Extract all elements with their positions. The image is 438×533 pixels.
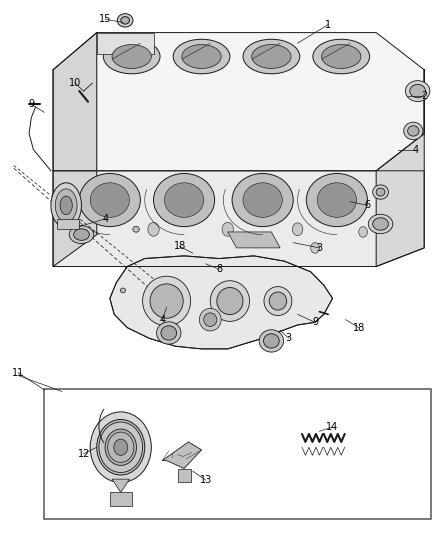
Ellipse shape — [404, 122, 423, 140]
Ellipse shape — [217, 287, 243, 314]
Ellipse shape — [317, 183, 357, 217]
Ellipse shape — [199, 309, 221, 331]
Ellipse shape — [150, 284, 183, 318]
Polygon shape — [228, 232, 280, 248]
Ellipse shape — [313, 39, 370, 74]
Text: 2: 2 — [421, 91, 427, 101]
Text: 10: 10 — [69, 78, 81, 88]
Ellipse shape — [243, 183, 283, 217]
Text: 13: 13 — [200, 475, 212, 485]
Ellipse shape — [153, 173, 215, 227]
Polygon shape — [53, 33, 97, 266]
Ellipse shape — [69, 225, 94, 244]
Text: 3: 3 — [286, 333, 292, 343]
Ellipse shape — [108, 432, 134, 463]
Ellipse shape — [114, 439, 128, 455]
Text: 9: 9 — [28, 99, 34, 109]
Ellipse shape — [232, 173, 293, 227]
Text: 18: 18 — [353, 322, 365, 333]
Ellipse shape — [121, 17, 130, 24]
Text: 14: 14 — [326, 422, 339, 432]
Ellipse shape — [376, 188, 385, 196]
Text: 12: 12 — [78, 449, 90, 458]
Circle shape — [292, 223, 303, 236]
Ellipse shape — [321, 45, 361, 68]
Ellipse shape — [173, 39, 230, 74]
Circle shape — [222, 222, 233, 236]
Ellipse shape — [117, 14, 133, 27]
Ellipse shape — [55, 189, 77, 222]
Ellipse shape — [90, 412, 151, 482]
Ellipse shape — [408, 126, 419, 136]
Ellipse shape — [105, 429, 137, 465]
Ellipse shape — [51, 183, 81, 228]
Ellipse shape — [143, 276, 191, 326]
Polygon shape — [112, 479, 130, 492]
Ellipse shape — [60, 196, 72, 215]
Ellipse shape — [373, 218, 389, 230]
Text: 4: 4 — [102, 214, 109, 224]
Ellipse shape — [269, 292, 287, 310]
Ellipse shape — [306, 173, 367, 227]
Ellipse shape — [373, 185, 389, 199]
Ellipse shape — [264, 334, 279, 348]
Bar — [44, 389, 431, 519]
Polygon shape — [177, 469, 191, 482]
Polygon shape — [110, 492, 132, 506]
Text: 8: 8 — [216, 264, 222, 274]
Polygon shape — [57, 219, 79, 229]
Text: 4: 4 — [159, 314, 165, 325]
Polygon shape — [110, 256, 332, 349]
Polygon shape — [162, 442, 201, 469]
Ellipse shape — [90, 183, 130, 217]
Ellipse shape — [204, 313, 217, 326]
Circle shape — [148, 222, 159, 236]
Polygon shape — [97, 33, 153, 54]
Text: 3: 3 — [316, 243, 322, 253]
Ellipse shape — [164, 183, 204, 217]
Polygon shape — [53, 171, 424, 266]
Ellipse shape — [74, 229, 89, 240]
Circle shape — [311, 243, 319, 253]
Text: 9: 9 — [312, 317, 318, 327]
Polygon shape — [53, 33, 424, 171]
Ellipse shape — [182, 45, 221, 68]
Text: 11: 11 — [12, 368, 24, 378]
Ellipse shape — [97, 419, 145, 475]
Ellipse shape — [252, 45, 291, 68]
Ellipse shape — [79, 173, 141, 227]
Text: 4: 4 — [413, 144, 419, 155]
Ellipse shape — [368, 214, 393, 233]
Ellipse shape — [406, 80, 430, 101]
Text: 1: 1 — [325, 20, 331, 30]
Polygon shape — [376, 70, 424, 266]
Ellipse shape — [99, 422, 143, 472]
Ellipse shape — [156, 322, 181, 344]
Ellipse shape — [120, 288, 126, 293]
Text: 18: 18 — [173, 241, 186, 251]
Text: 15: 15 — [99, 14, 112, 25]
Text: 6: 6 — [364, 200, 371, 211]
Ellipse shape — [112, 45, 151, 68]
Ellipse shape — [133, 227, 139, 232]
Ellipse shape — [243, 39, 300, 74]
Ellipse shape — [410, 84, 426, 98]
Ellipse shape — [161, 326, 177, 340]
Circle shape — [359, 227, 367, 237]
Ellipse shape — [103, 39, 160, 74]
Ellipse shape — [210, 281, 250, 321]
Ellipse shape — [264, 287, 292, 316]
Ellipse shape — [259, 330, 284, 352]
